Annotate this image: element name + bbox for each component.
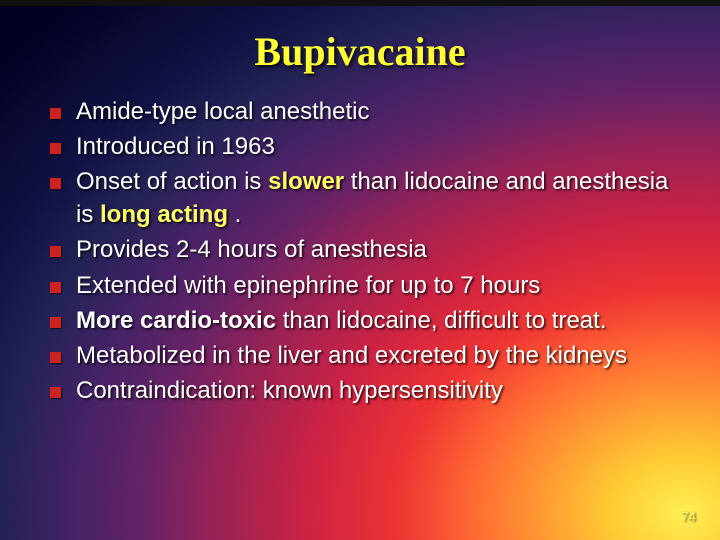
list-item: Extended with epinephrine for up to 7 ho… bbox=[50, 269, 684, 302]
emphasis-cardio-toxic: More cardio-toxic bbox=[76, 307, 276, 334]
emphasis-long-acting: long acting bbox=[100, 201, 228, 228]
bullet-text: Amide-type local anesthetic bbox=[76, 98, 369, 125]
bullet-list: Amide-type local anesthetic Introduced i… bbox=[36, 95, 684, 407]
list-item: More cardio-toxic than lidocaine, diffic… bbox=[50, 304, 684, 337]
emphasis-slower: slower bbox=[268, 168, 344, 195]
list-item: Metabolized in the liver and excreted by… bbox=[50, 339, 684, 372]
bullet-text: . bbox=[228, 201, 241, 228]
bullet-text: than lidocaine, difficult to treat. bbox=[276, 307, 606, 334]
bullet-text: Metabolized in the liver and excreted by… bbox=[76, 342, 627, 369]
bullet-text: Contraindication: known hypersensitivity bbox=[76, 377, 503, 404]
list-item: Introduced in 1963 bbox=[50, 130, 684, 163]
bullet-text: Extended with epinephrine for up to 7 ho… bbox=[76, 272, 540, 299]
slide-title: Bupivacaine bbox=[36, 28, 684, 75]
list-item: Provides 2-4 hours of anesthesia bbox=[50, 233, 684, 266]
list-item: Contraindication: known hypersensitivity bbox=[50, 374, 684, 407]
page-number: 74 bbox=[682, 509, 696, 524]
list-item: Onset of action is slower than lidocaine… bbox=[50, 165, 684, 231]
bullet-text: Onset of action is bbox=[76, 168, 268, 195]
bullet-text: Introduced in 1963 bbox=[76, 133, 275, 160]
slide-container: Bupivacaine Amide-type local anesthetic … bbox=[0, 6, 720, 407]
list-item: Amide-type local anesthetic bbox=[50, 95, 684, 128]
bullet-text: Provides 2-4 hours of anesthesia bbox=[76, 236, 427, 263]
